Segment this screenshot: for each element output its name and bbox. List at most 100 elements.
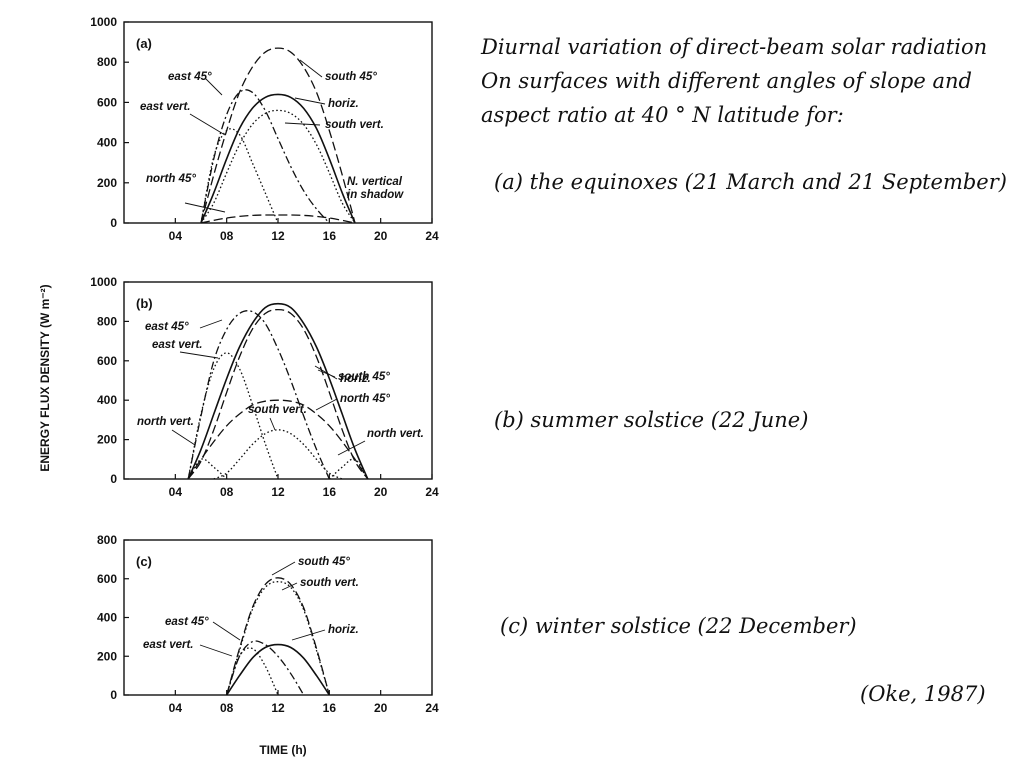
annotation-leader	[199, 644, 233, 657]
y-tick-label: 200	[97, 433, 117, 447]
series-annotation: north 45°	[340, 393, 390, 405]
series-annotation: east 45°	[165, 616, 209, 628]
series-line	[187, 308, 369, 480]
x-tick-label: 16	[323, 485, 337, 499]
series-annotation: horiz.	[328, 624, 359, 636]
x-tick-label: 24	[425, 701, 439, 715]
x-tick-label: 04	[169, 701, 183, 715]
series-annotation: east 45°	[145, 321, 189, 333]
series-line	[200, 109, 356, 224]
panel-label: (b)	[136, 296, 153, 311]
series-line	[200, 89, 330, 224]
annotation-line: in shadow	[347, 189, 404, 201]
series-line	[187, 310, 330, 480]
series-annotation: N. vertical in shadow	[347, 176, 404, 201]
y-axis-label: ENERGY FLUX DENSITY (W m⁻²)	[38, 284, 52, 471]
chart-panel: 0 200 400 600 800 1000 04 08 12 16 20 24 (b) east 45°…	[90, 275, 439, 499]
series-line	[187, 302, 369, 480]
series-line	[187, 399, 369, 480]
y-tick-label: 200	[97, 176, 117, 190]
annotation-leader	[184, 202, 226, 213]
y-tick-label: 0	[110, 472, 117, 486]
series-line	[226, 577, 330, 696]
x-tick-label: 12	[271, 701, 285, 715]
series-line	[187, 458, 228, 480]
x-tick-label: 08	[220, 229, 234, 243]
annotation-leader	[212, 621, 241, 641]
series-line	[226, 643, 330, 696]
source-citation: (Oke, 1987)	[860, 682, 986, 706]
annotation-leader	[294, 97, 326, 105]
title-line: On surfaces with different angles of slo…	[481, 69, 972, 93]
x-tick-label: 20	[374, 229, 388, 243]
series-line	[200, 128, 279, 224]
x-tick-label: 16	[323, 701, 337, 715]
series-annotation: south vert.	[248, 404, 307, 416]
y-tick-label: 200	[97, 649, 117, 663]
y-tick-label: 600	[97, 95, 117, 109]
series-annotation: horiz.	[328, 98, 359, 110]
annotation-leader	[317, 369, 336, 378]
series-annotation: east vert.	[140, 101, 191, 113]
x-tick-label: 24	[425, 485, 439, 499]
title-line: Diurnal variation of direct-beam solar r…	[481, 35, 988, 59]
series-annotation: south 45°	[298, 556, 350, 568]
series-annotation: east vert.	[143, 639, 194, 651]
y-tick-label: 0	[110, 688, 117, 702]
annotation-leader	[315, 398, 338, 411]
series-annotation: south 45°	[338, 371, 390, 383]
series-line	[226, 640, 305, 696]
series-line	[226, 647, 279, 696]
y-tick-label: 400	[97, 136, 117, 150]
caption-winter-solstice: (c) winter solstice (22 December)	[500, 614, 857, 638]
y-tick-label: 1000	[90, 275, 117, 289]
annotation-leader	[299, 59, 323, 78]
series-annotation: horiz.	[340, 373, 371, 385]
annotation-leader	[271, 561, 296, 576]
series-annotation: north 45°	[146, 173, 196, 185]
panel-label: (a)	[136, 36, 152, 51]
annotation-leader	[171, 429, 196, 446]
x-tick-label: 12	[271, 229, 285, 243]
y-tick-label: 1000	[90, 15, 117, 29]
y-tick-label: 400	[97, 393, 117, 407]
figure-title: Diurnal variation of direct-beam solar r…	[481, 30, 987, 132]
series-line	[226, 581, 330, 696]
series-annotation: east 45°	[168, 71, 212, 83]
caption-equinoxes: (a) the equinoxes (21 March and 21 Septe…	[494, 170, 1007, 194]
series-annotation: east vert.	[152, 339, 203, 351]
title-line: aspect ratio at 40 ° N latitude for:	[481, 103, 844, 127]
x-tick-label: 08	[220, 701, 234, 715]
x-tick-label: 20	[374, 485, 388, 499]
annotation-leader	[337, 440, 366, 456]
series-annotation: south vert.	[300, 577, 359, 589]
series-annotation: south 45°	[325, 71, 377, 83]
y-tick-label: 400	[97, 611, 117, 625]
annotation-leader	[179, 351, 219, 359]
annotation-leader	[199, 319, 223, 329]
series-line	[187, 352, 279, 480]
annotation-leader	[314, 365, 338, 380]
series-line	[200, 93, 356, 224]
series-line	[328, 458, 369, 480]
annotation-leader	[291, 629, 326, 641]
y-tick-label: 600	[97, 354, 117, 368]
chart-panel: 0 200 400 600 800 1000 04 08 12 16 20 24 (a) east 45°…	[90, 15, 439, 243]
y-tick-label: 800	[97, 533, 117, 547]
chart-panel: 0 200 400 600 800 04 08 12 16 20 24 (c) south 45° sou…	[97, 533, 439, 715]
x-tick-label: 20	[374, 701, 388, 715]
x-tick-label: 08	[220, 485, 234, 499]
annotation-leader	[204, 77, 223, 96]
series-annotation: north vert.	[137, 416, 194, 428]
annotation-leader	[281, 582, 298, 591]
x-tick-label: 04	[169, 229, 183, 243]
annotation-line: N. vertical	[347, 176, 403, 188]
x-tick-label: 04	[169, 485, 183, 499]
panel-label: (c)	[136, 554, 152, 569]
y-tick-label: 800	[97, 314, 117, 328]
x-tick-label: 12	[271, 485, 285, 499]
y-tick-label: 600	[97, 572, 117, 586]
x-tick-label: 24	[425, 229, 439, 243]
